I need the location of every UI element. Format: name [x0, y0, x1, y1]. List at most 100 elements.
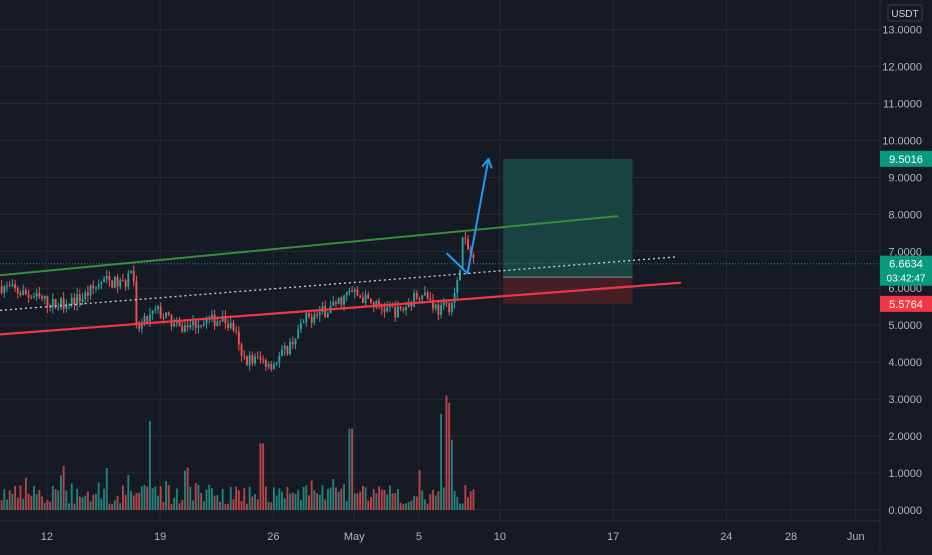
profit-zone[interactable]: [503, 158, 633, 278]
candle-body: [130, 270, 132, 274]
candle-body: [178, 320, 181, 326]
price-tick-label[interactable]: 5.0000: [888, 320, 922, 332]
time-tick-label[interactable]: 28: [785, 531, 797, 543]
candle-body: [246, 356, 248, 365]
volume-bar: [262, 443, 265, 510]
position-zones[interactable]: [503, 158, 633, 304]
candle-body: [138, 324, 141, 329]
candle-body: [89, 285, 92, 296]
time-tick-label[interactable]: 26: [267, 531, 279, 543]
candle-body: [345, 292, 348, 296]
volume-bar: [57, 490, 60, 510]
time-tick-label[interactable]: 12: [41, 531, 53, 543]
resistance-trendline[interactable]: [0, 215, 619, 277]
candle-body: [121, 280, 124, 282]
candle-body: [108, 276, 111, 281]
volume-bar: [267, 501, 270, 510]
trendlines[interactable]: [0, 157, 880, 336]
candle-body: [396, 306, 399, 318]
candle-body: [442, 302, 445, 306]
price-tick-label[interactable]: 2.0000: [888, 431, 922, 443]
mid-channel-line[interactable]: [0, 256, 678, 312]
price-tick-label[interactable]: 9.0000: [888, 172, 922, 184]
price-tick-label[interactable]: 13.0000: [882, 25, 922, 37]
price-tick-label[interactable]: 0.0000: [888, 505, 922, 517]
volume-bar: [227, 503, 230, 510]
volume-bar: [124, 494, 127, 510]
candle-body: [326, 313, 329, 318]
volume-bar: [246, 503, 248, 510]
volume-bar: [351, 428, 354, 510]
volume-bar: [329, 487, 332, 510]
candle-body: [281, 349, 283, 356]
price-tick-label[interactable]: 6.0000: [888, 283, 922, 295]
time-tick-label[interactable]: 19: [154, 531, 166, 543]
volume-bar: [46, 499, 49, 510]
candle-body: [440, 305, 443, 315]
candle-body: [294, 338, 297, 345]
price-tick-label[interactable]: 1.0000: [888, 468, 922, 480]
candle-body: [310, 316, 313, 323]
time-tick-label[interactable]: 17: [607, 531, 619, 543]
volume-bar: [316, 493, 319, 510]
time-tick-label[interactable]: 5: [416, 531, 422, 543]
time-axis[interactable]: 12 19 26 May 5 10 17 24 28 Jun: [41, 531, 865, 543]
candle-body: [418, 298, 421, 300]
volume-bar: [216, 495, 219, 510]
volume-bar: [332, 478, 335, 510]
candle-body: [289, 341, 292, 354]
candle-body: [43, 296, 46, 299]
candle-body: [305, 313, 308, 323]
price-tick-label[interactable]: 12.0000: [882, 62, 922, 74]
candle-body: [68, 304, 70, 306]
price-tick-label[interactable]: 8.0000: [888, 209, 922, 221]
candle-body: [343, 295, 345, 305]
time-tick-label[interactable]: 24: [720, 531, 732, 543]
candle-body: [240, 344, 243, 356]
candle-body: [232, 322, 235, 331]
volume-bar: [140, 486, 143, 510]
candle-body: [334, 301, 337, 304]
candle-body: [46, 296, 49, 307]
candle-body: [162, 317, 165, 319]
volume-bar: [426, 503, 429, 510]
price-tick-label[interactable]: 4.0000: [888, 357, 922, 369]
price-tick-label[interactable]: 10.0000: [882, 135, 922, 147]
candle-body: [221, 316, 224, 322]
volume-bar: [100, 498, 103, 510]
candle-body: [140, 322, 143, 329]
support-trendline[interactable]: [0, 281, 682, 336]
time-tick-label[interactable]: 10: [494, 531, 506, 543]
candle-body: [448, 303, 451, 313]
time-tick-label[interactable]: Jun: [847, 531, 865, 543]
volume-bar: [151, 488, 154, 510]
currency-label[interactable]: USDT: [887, 4, 923, 22]
candle-body: [308, 313, 310, 317]
volume-bar: [27, 493, 30, 510]
time-tick-label[interactable]: May: [344, 531, 365, 543]
volume-bar: [345, 501, 348, 510]
volume-bar: [8, 490, 11, 510]
price-tick-label[interactable]: 11.0000: [883, 98, 922, 110]
candle-body: [146, 316, 149, 322]
candle-body: [264, 360, 267, 367]
price-axis[interactable]: 12.0000 11.0000 10.0000 9.0000 8.0000 7.0000 6…: [882, 25, 922, 517]
projection-arrow[interactable]: [445, 158, 490, 275]
volume-bar: [162, 502, 165, 510]
volume-bar: [49, 501, 52, 510]
price-tick-label[interactable]: 7.0000: [888, 246, 922, 258]
price-tick-label[interactable]: 3.0000: [888, 394, 922, 406]
candle-body: [216, 321, 219, 326]
volume-bar: [461, 503, 464, 510]
candle-body: [154, 309, 157, 311]
candle-body: [200, 325, 203, 327]
projection-arrow-head[interactable]: [481, 157, 493, 169]
candle-body: [378, 300, 381, 306]
volume-bar: [472, 489, 475, 510]
volume-bar: [313, 490, 316, 510]
volume-bar: [464, 485, 467, 510]
candles: [0, 232, 475, 372]
candle-body: [375, 300, 378, 308]
